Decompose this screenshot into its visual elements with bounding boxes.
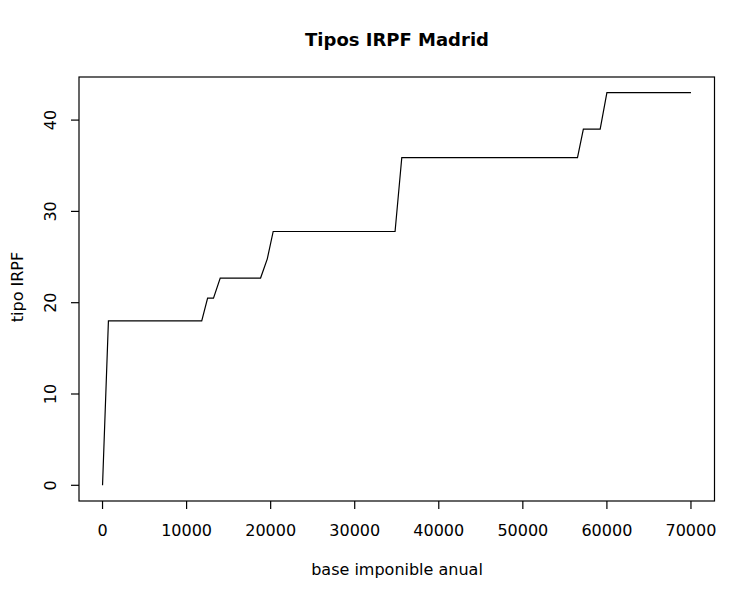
x-tick-label: 30000 xyxy=(329,521,380,540)
x-tick-label: 10000 xyxy=(161,521,212,540)
x-tick-label: 40000 xyxy=(413,521,464,540)
x-tick-label: 0 xyxy=(97,521,107,540)
plot-canvas: 0 10000 20000 30000 40000 50000 60000 70000 0 10 2… xyxy=(0,0,755,601)
x-tick-label: 70000 xyxy=(666,521,717,540)
y-axis-label: tipo IRPF xyxy=(8,252,27,322)
x-tick-label: 20000 xyxy=(245,521,296,540)
r-plot-figure: Tipos IRPF Madrid 0100002000030000400005… xyxy=(0,0,755,601)
y-tick-label: 20 xyxy=(41,293,60,313)
y-tick-label: 0 xyxy=(41,480,60,490)
x-tick-label: 60000 xyxy=(581,521,632,540)
x-tick-label: 50000 xyxy=(497,521,548,540)
x-axis-label: base imponible anual xyxy=(79,560,715,579)
y-tick-label: 40 xyxy=(41,110,60,130)
y-tick-label: 30 xyxy=(41,201,60,221)
y-tick-label: 10 xyxy=(41,384,60,404)
plot-box xyxy=(79,77,715,501)
irpf-step-line xyxy=(103,93,691,486)
